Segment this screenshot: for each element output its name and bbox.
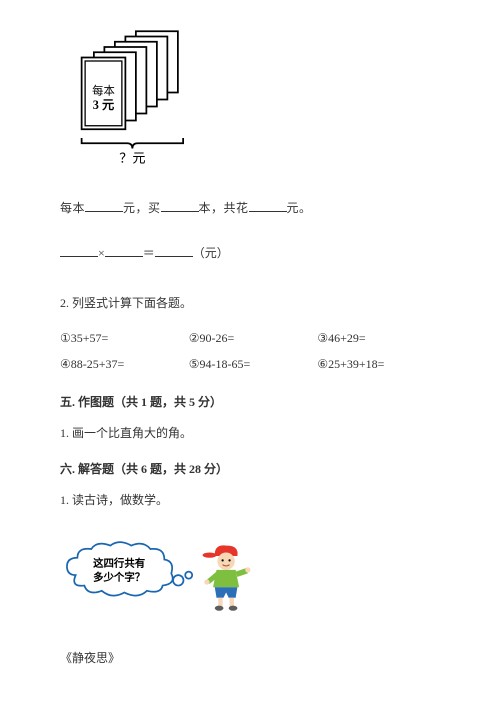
- book-label-1: 每本: [92, 83, 115, 97]
- fill-blank-line: 每本 元，买 本，共花 元。: [60, 198, 450, 220]
- bubble-line1: 这四行共有: [93, 556, 145, 569]
- section5-heading: 五. 作图题（共 1 题，共 5 分）: [60, 392, 450, 414]
- poem-title: 《静夜思》: [60, 648, 450, 670]
- blank-3: [249, 198, 287, 212]
- section6-heading: 六. 解答题（共 6 题，共 28 分）: [60, 459, 450, 481]
- section5-q1: 1. 画一个比直角大的角。: [60, 423, 450, 445]
- eq-blank-a: [60, 243, 98, 257]
- brace-label: ？元: [119, 151, 145, 166]
- q2-title: 2. 列竖式计算下面各题。: [60, 293, 450, 315]
- brace: [82, 138, 184, 149]
- q2-item-6: ⑥25+39+18=: [317, 352, 446, 378]
- q2-item-3: ③46+29=: [317, 326, 446, 352]
- eq-unit: （元）: [193, 246, 229, 260]
- equation-line: × ＝ （元）: [60, 243, 450, 265]
- blank-1: [85, 198, 123, 212]
- q2-item-1: ①35+57=: [60, 326, 189, 352]
- eq-blank-c: [155, 243, 193, 257]
- fib-seg2: 本，共花: [199, 201, 249, 215]
- q2-item-2: ②90-26=: [189, 326, 318, 352]
- eq-eq: ＝: [143, 246, 155, 260]
- books-svg: 每本 3 元 ？元: [60, 26, 210, 166]
- boy-icon: [203, 545, 251, 610]
- eq-blank-b: [105, 243, 143, 257]
- q2-grid: ①35+57= ②90-26= ③46+29= ④88-25+37= ⑤94-1…: [60, 326, 450, 377]
- section6-q1: 1. 读古诗，做数学。: [60, 490, 450, 512]
- fib-seg3: 元。: [287, 201, 312, 215]
- books-figure: 每本 3 元 ？元: [60, 26, 210, 174]
- bubble-svg: 这四行共有 多少个字？: [60, 536, 260, 616]
- q2-item-4: ④88-25+37=: [60, 352, 189, 378]
- blank-2: [161, 198, 199, 212]
- book-label-2: 3 元: [93, 98, 114, 112]
- fib-prefix: 每本: [60, 201, 85, 215]
- bubble-line2: 多少个字？: [93, 570, 145, 583]
- q2-item-5: ⑤94-18-65=: [189, 352, 318, 378]
- eq-op: ×: [98, 246, 105, 260]
- fib-seg1: 元，买: [123, 201, 161, 215]
- bubble-figure: 这四行共有 多少个字？: [60, 536, 260, 624]
